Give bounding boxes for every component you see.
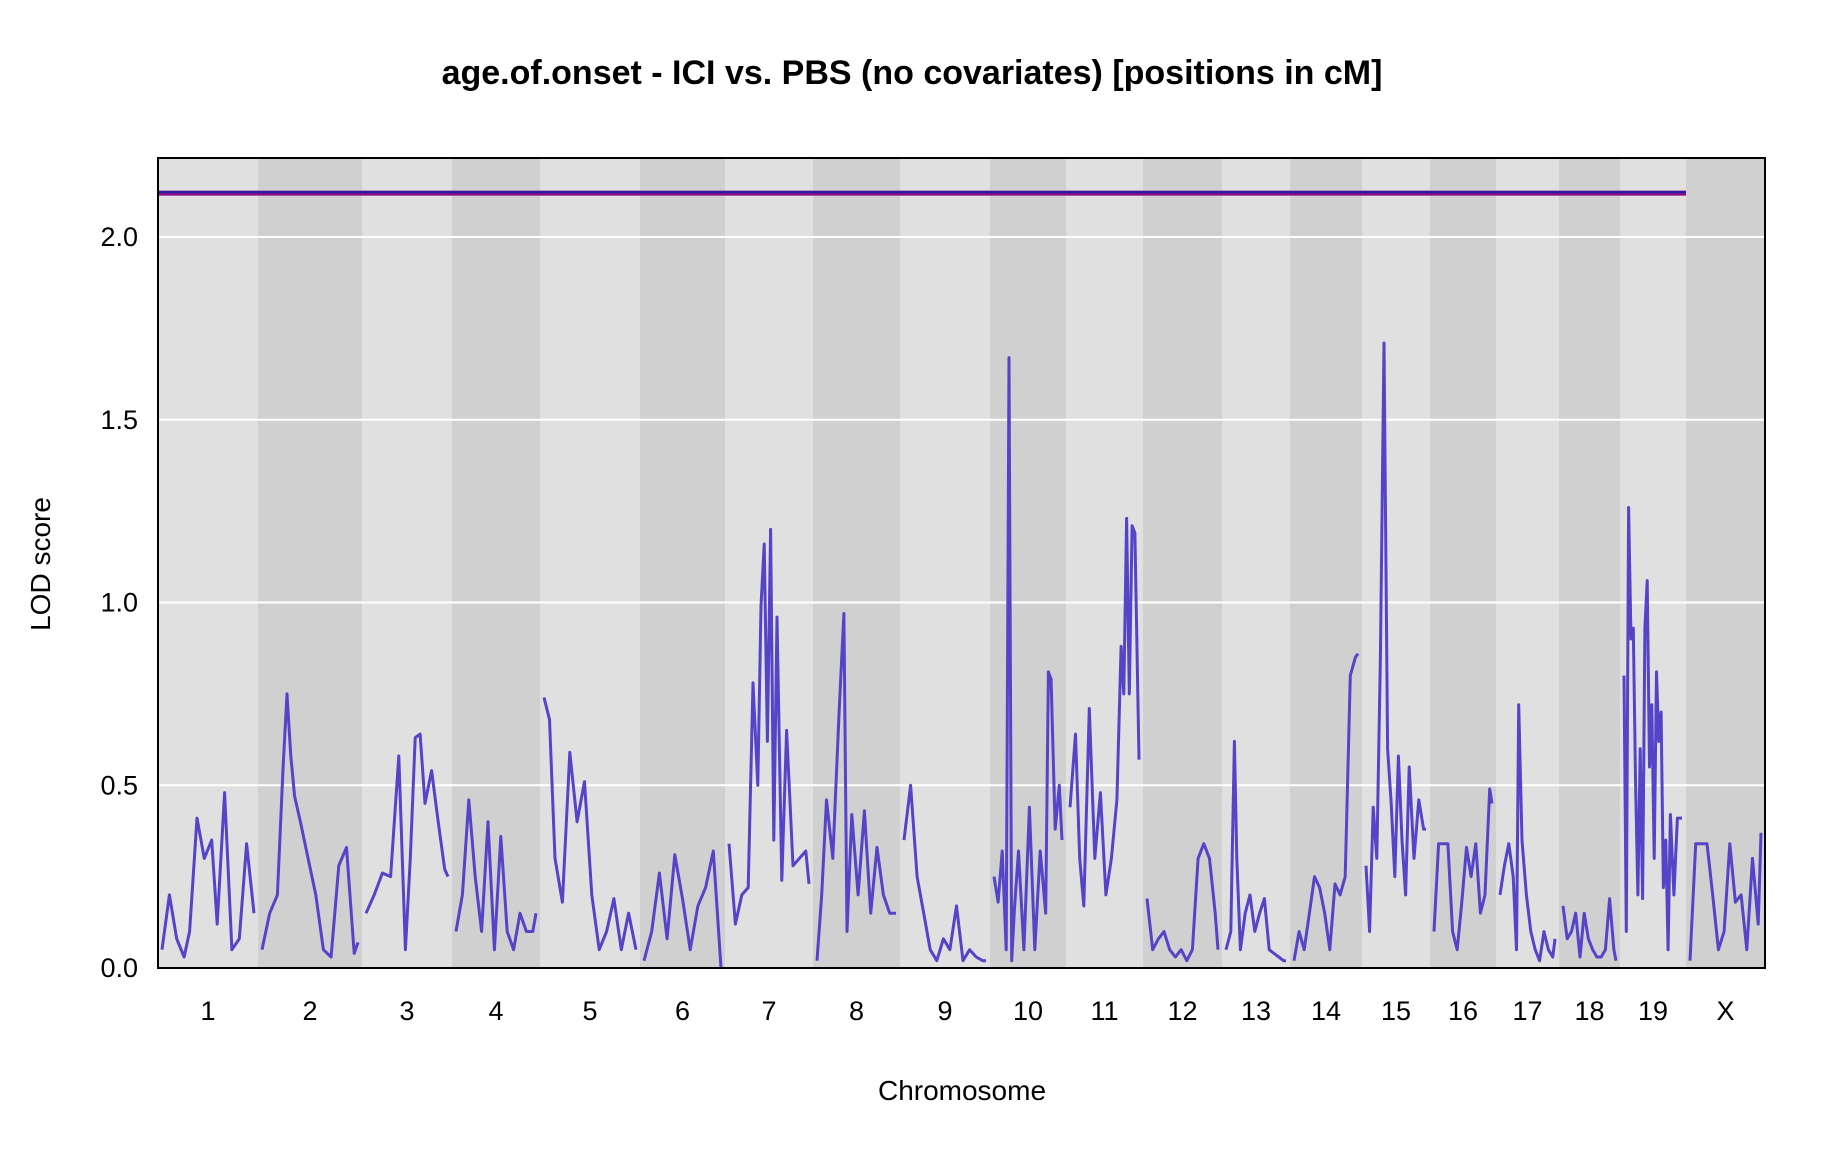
x-tick-label-13: 13 (1241, 996, 1271, 1026)
y-tick-label-1.5: 1.5 (100, 405, 138, 435)
chromosome-band-X (1686, 158, 1765, 968)
chromosome-band-8 (813, 158, 900, 968)
x-tick-label-16: 16 (1448, 996, 1478, 1026)
x-tick-label-10: 10 (1013, 996, 1043, 1026)
x-tick-label-11: 11 (1090, 996, 1118, 1026)
chromosome-band-1 (158, 158, 258, 968)
y-axis-ticks: 0.0 0.5 1.0 1.5 2.0 (100, 222, 138, 983)
lod-line-chr-8 (815, 612, 896, 961)
x-tick-label-4: 4 (488, 996, 503, 1026)
lod-line-chr-13 (1224, 739, 1286, 963)
x-axis-label: Chromosome (878, 1075, 1046, 1106)
y-tick-label-0.0: 0.0 (100, 953, 138, 983)
y-tick-label-2.0: 2.0 (100, 222, 138, 252)
chromosome-band-16 (1430, 158, 1496, 968)
lod-line-chr-9 (902, 783, 986, 963)
y-axis-label: LOD score (25, 497, 56, 631)
lod-line-chr-17 (1498, 703, 1557, 963)
x-tick-label-17: 17 (1512, 996, 1542, 1026)
chart-title: age.of.onset - ICI vs. PBS (no covariate… (442, 54, 1383, 92)
x-tick-label-19: 19 (1638, 996, 1668, 1026)
lod-line-chr-12 (1145, 842, 1220, 963)
x-tick-label-7: 7 (761, 996, 776, 1026)
lod-line-chr-15 (1364, 341, 1426, 933)
lod-line-chr-6 (642, 849, 723, 969)
lod-line-chr-1 (160, 791, 256, 959)
x-tick-label-6: 6 (675, 996, 690, 1026)
lod-line-chr-16 (1432, 787, 1494, 952)
lod-line-chr-7 (727, 527, 811, 926)
lod-line-chr-4 (454, 798, 538, 952)
x-tick-label-5: 5 (582, 996, 597, 1026)
x-tick-label-1: 1 (200, 996, 215, 1026)
chromosome-band-3 (362, 158, 452, 968)
x-tick-label-2: 2 (302, 996, 317, 1026)
lod-line-chr-14 (1292, 652, 1360, 961)
lod-series (160, 341, 1763, 969)
x-tick-label-8: 8 (849, 996, 864, 1026)
lod-line-chr-5 (542, 697, 638, 952)
lod-line-chr-19 (1622, 506, 1682, 952)
chromosome-band-18 (1559, 158, 1620, 968)
plot-frame (157, 157, 1766, 969)
gridlines (158, 236, 1765, 787)
x-tick-label-9: 9 (937, 996, 952, 1026)
x-axis-ticks: 1 2 3 4 5 6 7 8 9 10 11 12 13 14 15 16 17 18 19 X (200, 996, 1734, 1026)
lod-line-chr-10 (992, 356, 1064, 963)
lod-line-chr-X (1688, 832, 1763, 961)
lod-line-chr-3 (364, 732, 450, 952)
x-tick-label-18: 18 (1574, 996, 1604, 1026)
x-tick-label-14: 14 (1311, 996, 1341, 1026)
x-tick-label-X: X (1716, 996, 1734, 1026)
chromosome-band-5 (540, 158, 640, 968)
chromosome-band-2 (258, 158, 362, 968)
chromosome-band-17 (1496, 158, 1559, 968)
lod-line-chr-2 (260, 692, 360, 959)
significance-threshold (158, 190, 1686, 196)
lod-line-chr-11 (1068, 516, 1141, 908)
chromosome-band-6 (640, 158, 725, 968)
x-tick-label-3: 3 (399, 996, 414, 1026)
chromosome-band-14 (1290, 158, 1362, 968)
y-tick-label-1.0: 1.0 (100, 588, 138, 618)
lod-line-chr-18 (1561, 897, 1618, 961)
chromosome-bands (158, 158, 1765, 968)
x-tick-label-12: 12 (1167, 996, 1197, 1026)
y-tick-label-0.5: 0.5 (100, 770, 138, 800)
chromosome-band-12 (1143, 158, 1222, 968)
x-tick-label-15: 15 (1381, 996, 1411, 1026)
